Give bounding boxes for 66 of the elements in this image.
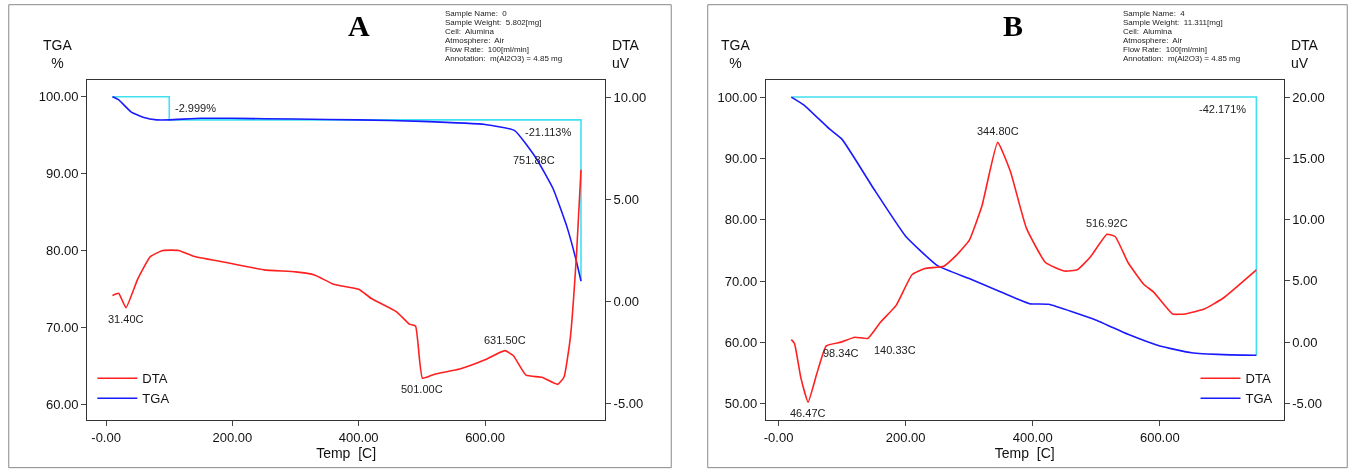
y2-tick-label: -5.00 xyxy=(613,396,644,412)
annotation: 516.92C xyxy=(1086,217,1128,229)
y2-tick-label: 0.00 xyxy=(1292,334,1318,350)
legend-label: DTA xyxy=(142,371,168,387)
x-tick-label: 400.00 xyxy=(1012,429,1053,445)
y-tick-label: 100.00 xyxy=(717,89,758,105)
y2-tick-label: 5.00 xyxy=(1292,273,1318,289)
text: Cell: Alumina xyxy=(445,27,495,36)
y-tick-label: 80.00 xyxy=(46,242,79,258)
x-axis-title: Temp [C] xyxy=(316,445,377,462)
text: Sample Name: 0 xyxy=(445,9,508,18)
annotation: 140.33C xyxy=(874,344,916,356)
annotation: -42.171% xyxy=(1199,103,1247,115)
y2-tick-label: 0.00 xyxy=(613,294,639,310)
line-series xyxy=(111,96,582,282)
annotation: -2.999% xyxy=(175,102,217,114)
text: Flow Rate: 100[ml/min] xyxy=(1123,45,1208,54)
y-tick-label: 60.00 xyxy=(46,396,79,412)
chart-title: B xyxy=(1003,9,1024,42)
text: Sample Name: 4 xyxy=(1123,9,1186,18)
y-tick-label: 80.00 xyxy=(724,212,758,228)
x-tick-label: 600.00 xyxy=(1139,429,1180,445)
annotation: 501.00C xyxy=(401,383,443,395)
text: Atmosphere: Air xyxy=(1123,36,1183,45)
y-axis-title: TGA % xyxy=(721,37,751,72)
y-tick-label: 50.00 xyxy=(724,396,758,412)
text: Annotation: m(Al2O3) = 4.85 mg xyxy=(445,54,563,63)
y2-axis-title: DTA uV xyxy=(612,37,640,72)
text: Sample Weight: 5.802[mg] xyxy=(445,18,542,27)
line-series xyxy=(790,96,1258,356)
y-tick-label: 70.00 xyxy=(724,273,758,289)
text: Flow Rate: 100[ml/min] xyxy=(445,45,530,54)
y-tick-label: 90.00 xyxy=(46,166,79,182)
y-tick-label: 100.00 xyxy=(38,89,79,105)
x-tick-label: 200.00 xyxy=(212,429,253,445)
y2-tick-label: 10.00 xyxy=(613,89,647,105)
text: Sample Weight: 11.311[mg] xyxy=(1123,18,1223,27)
y2-axis-title: DTA uV xyxy=(1291,37,1319,72)
annotation: 98.34C xyxy=(823,347,859,359)
y-tick-label: 60.00 xyxy=(724,334,758,350)
text: Annotation: m(Al2O3) = 4.85 mg xyxy=(1123,54,1241,63)
legend-label: DTA xyxy=(1245,371,1271,387)
annotation: 344.80C xyxy=(977,125,1019,137)
y2-tick-label: 20.00 xyxy=(1292,89,1325,105)
x-tick-label: 400.00 xyxy=(338,429,379,445)
y-tick-label: 90.00 xyxy=(724,150,758,166)
y-tick-label: 70.00 xyxy=(46,319,79,335)
y2-tick-label: -5.00 xyxy=(1292,395,1322,411)
y2-tick-label: 5.00 xyxy=(613,191,639,207)
x-axis-title: Temp [C] xyxy=(994,445,1055,462)
x-tick-label: -0.00 xyxy=(763,429,794,445)
x-tick-label: 600.00 xyxy=(465,429,505,445)
annotation: -21.113% xyxy=(525,126,572,138)
legend-label: TGA xyxy=(142,391,170,407)
x-tick-label: -0.00 xyxy=(91,429,121,445)
x-tick-label: 200.00 xyxy=(885,429,926,445)
y2-tick-label: 15.00 xyxy=(1292,150,1325,166)
y2-tick-label: 10.00 xyxy=(1292,212,1325,228)
text: Cell: Alumina xyxy=(1123,27,1173,36)
legend-label: TGA xyxy=(1245,391,1273,407)
annotation: 31.40C xyxy=(108,313,144,325)
y-axis-title: TGA % xyxy=(43,37,73,72)
annotation: 631.50C xyxy=(484,334,526,346)
text: Atmosphere: Air xyxy=(445,36,505,45)
annotation: 46.47C xyxy=(790,407,826,419)
chart-title: A xyxy=(348,9,370,42)
